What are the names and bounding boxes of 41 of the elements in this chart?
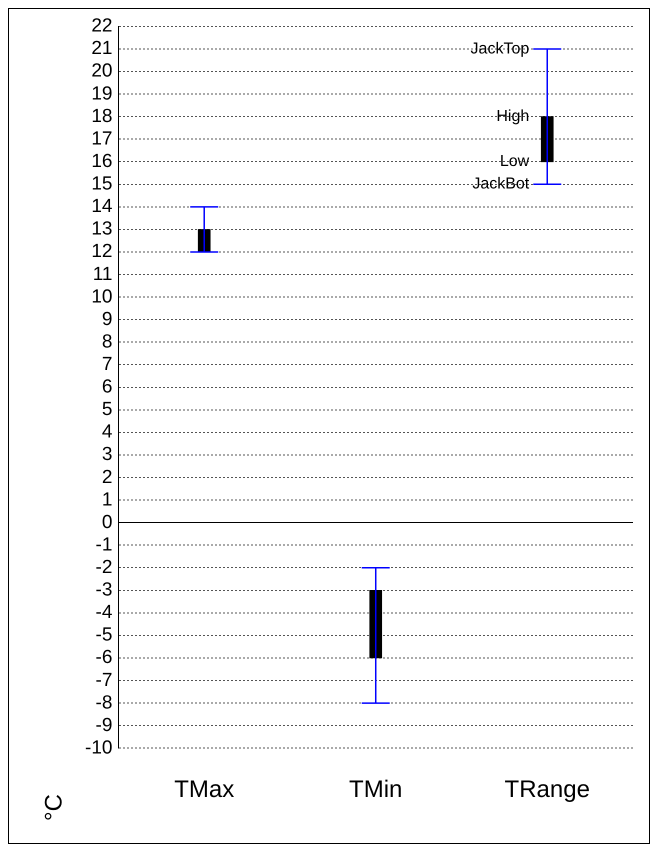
y-tick-label: 19 [91,83,112,104]
y-tick-label: -10 [84,737,112,758]
y-tick-label: 21 [91,38,112,60]
annotation: High [496,108,530,126]
y-tick-label: 8 [102,331,112,352]
y-tick-label: 1 [102,489,112,510]
y-tick-label: 7 [102,354,112,375]
y-tick-label: -3 [96,580,112,601]
y-tick-label: 22 [91,16,112,37]
y-tick-label: 5 [102,399,112,420]
y-tick-label: 11 [92,264,112,285]
y-tick-label: 15 [91,174,112,195]
y-tick-label: 10 [91,286,112,308]
y-tick-label: -7 [96,670,112,691]
x-tick-label: TMin [349,776,402,804]
x-tick-label: TMax [174,776,234,804]
y-tick-label: 13 [91,218,112,240]
y-tick-label: -6 [96,647,112,668]
y-tick-label: -1 [96,534,112,556]
y-tick-label: -5 [96,624,112,646]
y-tick-label: 16 [91,150,112,172]
annotation: Low [500,153,530,170]
y-tick-label: 20 [91,60,112,82]
y-axis-title: °C [40,794,68,821]
y-tick-label: -4 [96,602,113,624]
y-tick-label: -8 [96,692,112,714]
y-tick-label: 2 [102,466,112,488]
x-tick-label: TRange [504,776,590,804]
annotation: JackTop [470,40,530,58]
y-tick-label: 17 [91,128,112,150]
annotation: JackBot [472,176,530,193]
y-tick-label: -9 [96,714,112,736]
y-tick-label: 12 [91,241,112,262]
y-tick-label: 4 [102,422,113,443]
y-tick-label: 9 [102,308,112,330]
y-tick-label: 0 [102,512,112,533]
y-tick-label: 14 [91,196,113,218]
y-tick-label: 3 [102,444,112,466]
y-tick-label: 18 [91,106,112,127]
y-tick-label: 6 [102,376,112,398]
y-tick-label: -2 [96,556,112,578]
